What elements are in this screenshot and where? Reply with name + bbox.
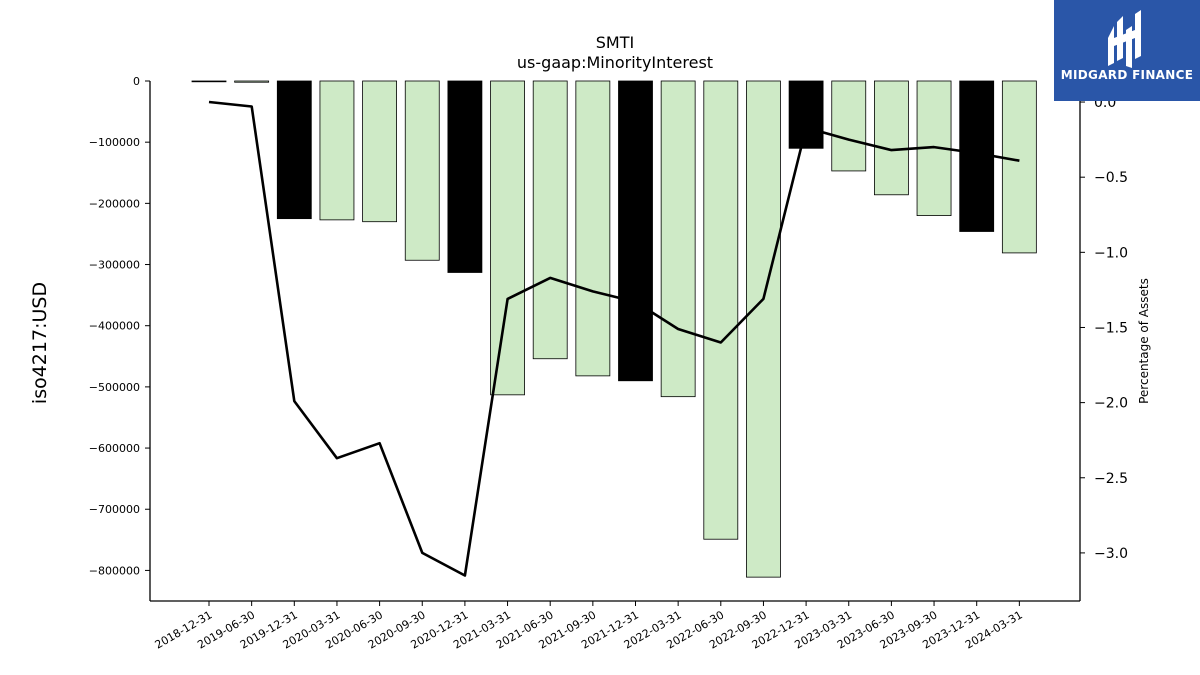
bar	[319, 80, 355, 221]
x-ticks-group: 2018-12-312019-06-302019-12-312020-03-31…	[153, 601, 1025, 652]
line-group	[208, 100, 1020, 577]
y2-ticks-group: 0.0−0.5−1.0−1.5−2.0−2.5−3.0	[1080, 95, 1128, 562]
bar	[447, 80, 483, 273]
chart-title: SMTI	[596, 33, 634, 52]
y-tick-label: −700000	[89, 503, 140, 516]
bar	[831, 80, 867, 172]
y2-tick-label: −3.0	[1094, 546, 1128, 562]
bar	[276, 80, 312, 220]
y-tick-label: −800000	[89, 564, 140, 577]
bars-group	[191, 80, 1037, 578]
y2-tick-label: −1.5	[1094, 320, 1128, 336]
bar	[788, 80, 824, 149]
y-tick-label: 0	[133, 75, 140, 88]
y2-axis-label: Percentage of Assets	[1137, 278, 1151, 404]
bar	[490, 80, 525, 396]
bar	[746, 80, 781, 578]
y-tick-label: −500000	[89, 381, 140, 394]
y-tick-label: −200000	[89, 197, 140, 210]
bar	[234, 80, 270, 83]
bar	[660, 80, 696, 398]
bar	[874, 80, 909, 196]
chart-subtitle: us-gaap:MinorityInterest	[517, 53, 713, 72]
y-axis-label: iso4217:USD	[29, 282, 51, 404]
y2-tick-label: −1.0	[1094, 245, 1128, 261]
y2-tick-label: −2.0	[1094, 396, 1128, 412]
y-tick-label: −300000	[89, 259, 140, 272]
y-ticks-group: 0 −100000 −200000 −300000 −400000 −500000 −600…	[89, 75, 150, 577]
bar	[362, 80, 398, 223]
logo-text: MIDGARD FINANCE	[1060, 68, 1194, 82]
midgard-logo-icon	[1108, 10, 1141, 68]
brand-logo: MIDGARD FINANCE	[1054, 0, 1200, 101]
y-tick-label: −400000	[89, 320, 140, 333]
bar	[404, 80, 440, 261]
percentage-line	[208, 100, 1020, 577]
bar	[191, 80, 227, 83]
bar	[618, 80, 653, 382]
bar	[575, 80, 611, 377]
axes-group	[149, 81, 1081, 602]
bar	[1001, 80, 1037, 254]
bar	[532, 80, 568, 360]
y-tick-label: −100000	[89, 136, 140, 149]
y2-tick-label: −0.5	[1094, 170, 1128, 186]
bar	[703, 80, 739, 540]
y2-tick-label: −2.5	[1094, 471, 1128, 487]
y-tick-label: −600000	[89, 442, 140, 455]
